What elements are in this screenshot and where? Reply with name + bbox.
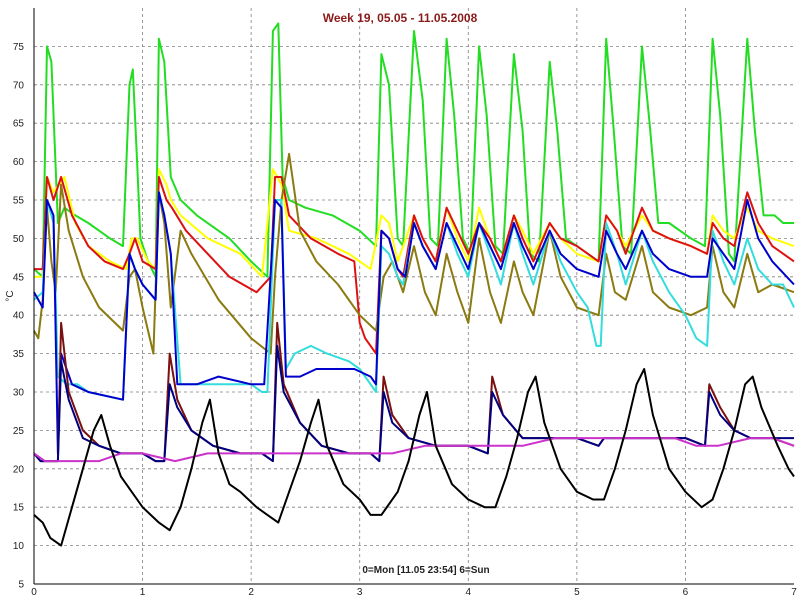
y-tick-label: 60 [13, 157, 25, 168]
y-axis-label: °C [5, 290, 16, 301]
y-tick-label: 25 [13, 426, 25, 437]
series-line [33, 437, 795, 463]
x-tick-label: 4 [466, 587, 472, 598]
y-tick-label: 30 [13, 388, 25, 399]
y-tick-label: 5 [18, 580, 24, 591]
y-tick-label: 55 [13, 196, 25, 207]
y-tick-label: 15 [13, 503, 25, 514]
series-group [33, 22, 795, 547]
series-line [33, 191, 795, 455]
chart-title: Week 19, 05.05 - 11.05.2008 [323, 11, 478, 25]
series-line [33, 22, 794, 278]
y-tick-label: 20 [13, 464, 25, 475]
x-tick-label: 7 [791, 587, 797, 598]
y-tick-label: 75 [13, 42, 25, 53]
y-tick-label: 45 [13, 272, 25, 283]
x-axis-label: 0=Mon [11.05 23:54] 6=Sun [362, 565, 489, 576]
y-tick-label: 70 [13, 80, 25, 91]
y-tick-label: 65 [13, 119, 25, 130]
x-tick-label: 3 [357, 587, 363, 598]
y-tick-label: 40 [13, 311, 25, 322]
x-tick-label: 6 [683, 587, 689, 598]
x-tick-label: 2 [248, 587, 254, 598]
series-line [33, 368, 795, 547]
y-tick-label: 35 [13, 349, 25, 360]
y-tick-label: 10 [13, 541, 25, 552]
x-tick-label: 5 [574, 587, 580, 598]
x-tick-label: 1 [140, 587, 146, 598]
y-tick-label: 50 [13, 234, 25, 245]
x-tick-label: 0 [31, 587, 37, 598]
